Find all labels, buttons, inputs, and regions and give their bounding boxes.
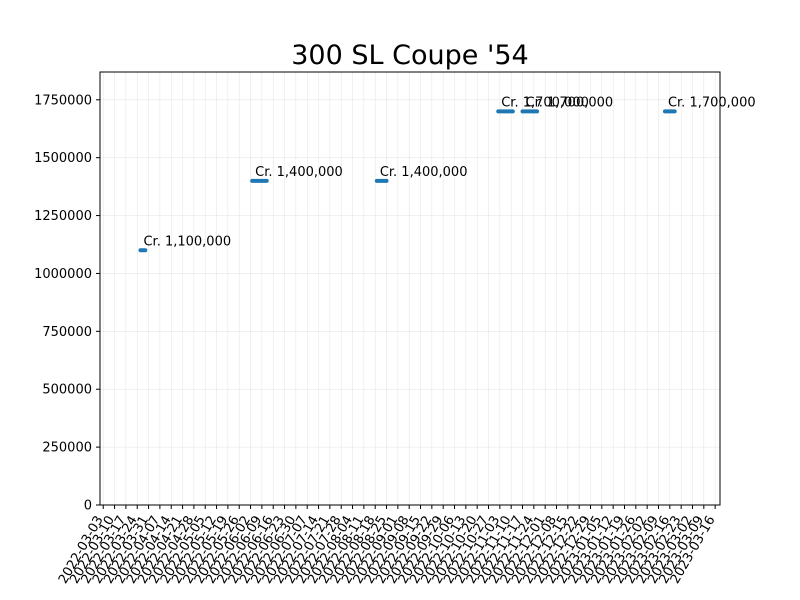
- price-label: Cr. 1,700,000: [526, 95, 614, 110]
- y-tick-label: 250000: [42, 441, 92, 456]
- price-label: Cr. 1,400,000: [255, 165, 343, 180]
- data-segments: [138, 109, 677, 253]
- y-tick-label: 1750000: [34, 93, 92, 108]
- price-label: Cr. 1,700,000: [668, 95, 756, 110]
- y-tick-label: 750000: [42, 325, 92, 340]
- y-tick-label: 1500000: [34, 151, 92, 166]
- chart-title: 300 SL Coupe '54: [291, 40, 528, 71]
- price-label: Cr. 1,700,000: [501, 95, 589, 110]
- plot-frame: [99, 71, 721, 506]
- price-label: Cr. 1,400,000: [380, 165, 468, 180]
- x-axis: 2022-03-032022-03-102022-03-172022-03-24…: [56, 505, 719, 586]
- y-axis: 0 250000 500000 750000 1000000 1250000 1500000…: [34, 93, 100, 514]
- y-tick-label: 0: [84, 499, 92, 514]
- y-tick-label: 500000: [42, 383, 92, 398]
- price-label: Cr. 1,100,000: [143, 234, 231, 249]
- data-labels: Cr. 1,100,000 Cr. 1,400,000 Cr. 1,400,000 C…: [143, 95, 755, 249]
- grid-lines: [100, 72, 720, 506]
- y-tick-label: 1000000: [34, 267, 92, 282]
- y-tick-label: 1250000: [34, 209, 92, 224]
